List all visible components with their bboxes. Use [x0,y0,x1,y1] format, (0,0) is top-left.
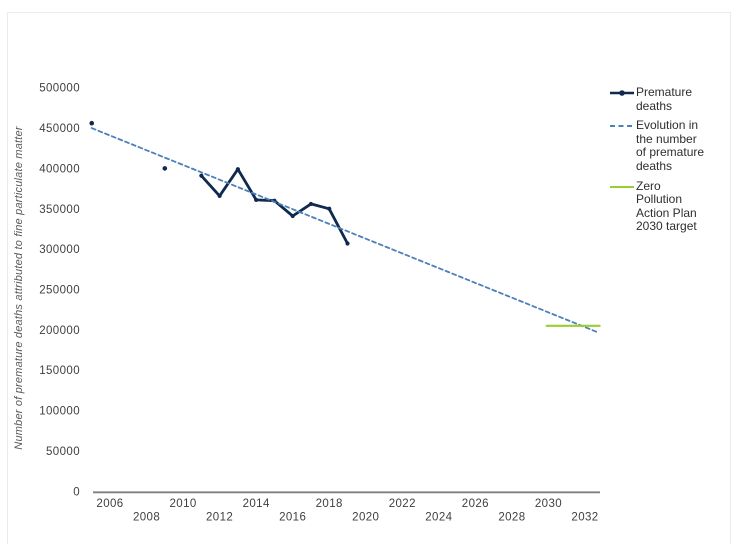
chart-card [7,12,731,544]
premature-deaths-line-point [290,213,295,219]
legend-label-line: deaths [636,158,673,173]
legend-label-line: Premature [636,85,693,99]
premature-deaths-isolated-points-point [89,120,95,126]
premature-deaths-isolated-points-point [162,166,168,171]
x-tick-label: 2026 [462,498,489,510]
y-tick-label: 250000 [39,285,80,297]
legend-label-line: of premature [636,145,705,160]
legend-label: Evolution in the number of premature deaths [636,119,704,173]
x-tick-label: 2022 [389,498,416,510]
solid-line-icon [610,185,634,188]
legend-label-line: Pollution [636,192,683,207]
legend-label-line: Action Plan [636,205,697,220]
y-axis-title: Number of premature deaths attributed to… [13,125,25,450]
line-with-dot-icon [610,90,634,96]
x-tick-label: 2024 [425,512,452,524]
x-tick-label: 2012 [206,512,233,524]
y-tick-label: 100000 [39,406,80,418]
x-tick-label: 2008 [133,512,160,524]
premature-deaths-line-point [345,241,350,246]
y-tick-label: 500000 [39,83,80,95]
legend-item-zpap-2030-target[interactable]: Zero Pollution Action Plan 2030 target [609,178,725,234]
x-tick-label: 2020 [352,512,379,524]
y-tick-label: 50000 [46,446,80,458]
y-tick-label: 0 [73,486,80,498]
legend-label-line: deaths [636,98,673,113]
y-tick-label: 200000 [39,325,80,337]
legend-label: Premature deaths [636,85,693,113]
chart-legend: Premature deaths Evolution in the number of … [609,85,725,240]
premature-deaths-line [199,167,349,245]
y-tick-label: 450000 [39,123,80,135]
x-tick-label: 2010 [169,498,196,510]
premature-deaths-line-point [217,193,222,198]
premature-deaths-line-point [235,167,240,172]
legend-label-line: the number [636,131,697,146]
x-tick-label: 2016 [279,512,306,524]
evolution-trend-line [90,127,599,334]
y-tick-label: 150000 [39,365,80,377]
x-tick-label: 2014 [243,498,270,510]
x-tick-label: 2030 [535,498,562,510]
legend-label: Zero Pollution Action Plan 2030 target [636,178,697,234]
y-tick-label: 300000 [39,244,80,256]
legend-label-line: Zero [636,178,661,193]
premature-deaths-line-point [327,206,332,211]
legend-label-line: Evolution in [636,118,699,133]
x-tick-label: 2006 [96,498,123,510]
premature-deaths-line-point [254,197,259,203]
x-tick-label: 2028 [498,512,525,524]
premature-deaths-line-point [199,173,204,178]
y-tick-label: 350000 [39,204,80,216]
y-tick-label: 400000 [39,163,80,175]
dashed-line-icon [610,125,634,128]
legend-item-evolution-trend[interactable]: Evolution in the number of premature deaths [609,119,725,173]
x-tick-label: 2032 [571,512,598,524]
premature-deaths-line-point [308,201,314,207]
legend-label-line: 2030 target [636,219,697,234]
legend-item-premature-deaths[interactable]: Premature deaths [609,85,725,113]
x-tick-label: 2018 [316,498,343,510]
